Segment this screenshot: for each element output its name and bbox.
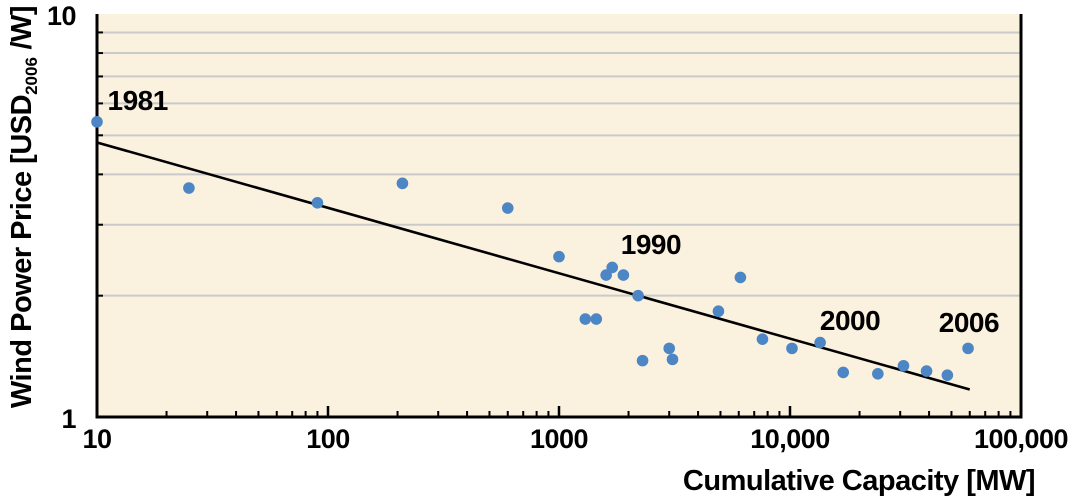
plot-background [97, 14, 1021, 417]
data-point [553, 250, 565, 263]
y-axis-title: Wind Power Price [USD2006 /W] [6, 2, 41, 412]
data-point [590, 313, 603, 325]
data-point [897, 359, 910, 372]
data-point [579, 313, 592, 325]
data-point [606, 261, 619, 274]
data-point [396, 177, 409, 190]
y-tick-label: 10 [46, 1, 77, 31]
trend-line [96, 141, 971, 391]
data-point [962, 342, 974, 355]
data-point [501, 202, 514, 214]
x-tick-label: 1000 [529, 424, 589, 454]
data-point [636, 354, 649, 367]
data-point [183, 182, 195, 194]
data-point [920, 365, 933, 377]
data-point [814, 336, 826, 349]
x-tick-label: 10 [82, 424, 112, 454]
data-point [617, 269, 630, 281]
year-annotation: 2000 [819, 305, 881, 337]
data-point [712, 305, 725, 318]
year-annotation: 1990 [620, 229, 682, 261]
data-point [734, 271, 747, 284]
x-axis-title: Cumulative Capacity [MW] [682, 465, 1036, 497]
data-point [91, 116, 103, 128]
data-point [756, 333, 769, 345]
year-annotation: 1981 [107, 84, 169, 116]
x-tick-label: 100,000 [973, 424, 1069, 454]
y-axis-title-subscript: 2006 [22, 57, 41, 95]
data-point [837, 366, 850, 379]
data-point [941, 369, 954, 381]
data-point [872, 367, 884, 380]
year-annotation: 2006 [938, 307, 1000, 339]
data-point [786, 342, 798, 355]
x-tick-label: 100 [306, 424, 350, 454]
data-point [311, 197, 324, 209]
data-point [632, 289, 644, 302]
plot-border [95, 14, 1023, 419]
x-tick-label: 10,000 [750, 424, 830, 454]
y-tick-label: 1 [61, 404, 76, 434]
data-point [666, 353, 679, 366]
data-point [663, 342, 676, 355]
y-axis-title-prefix: Wind Power Price [USD [6, 94, 38, 409]
